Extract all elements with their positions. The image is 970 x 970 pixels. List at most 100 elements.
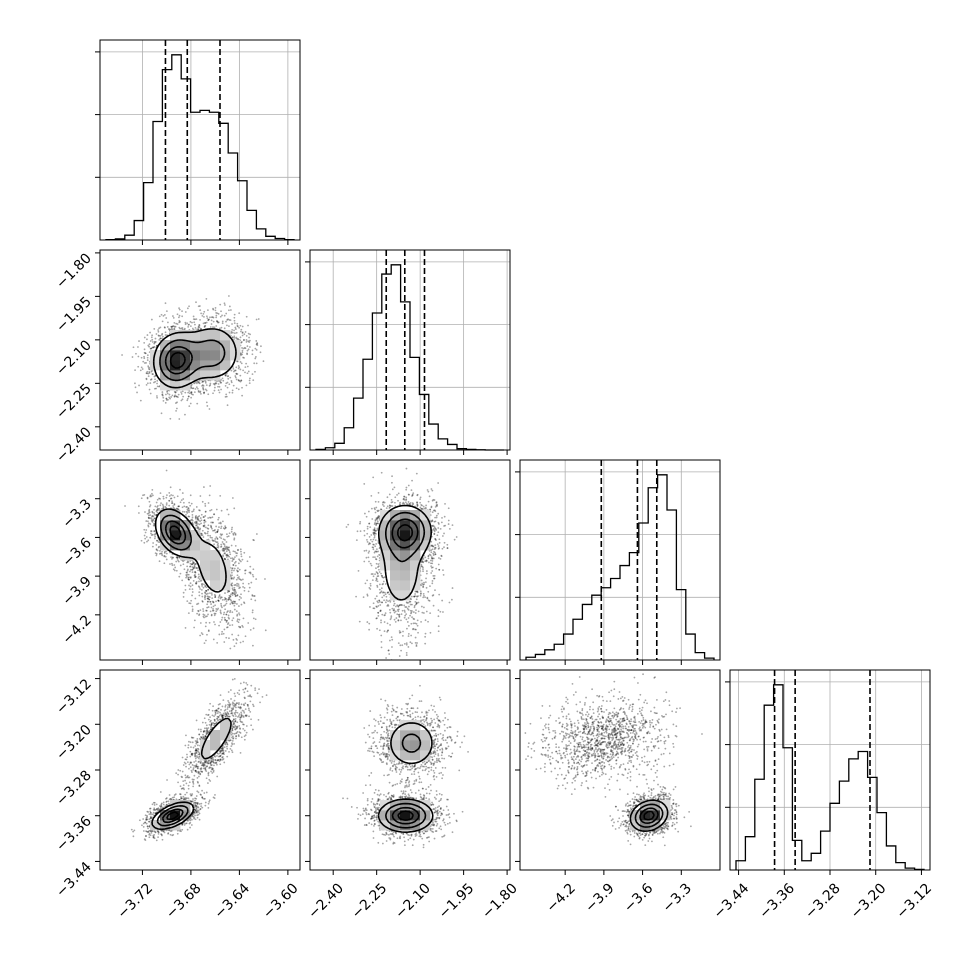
sample-point	[179, 564, 182, 567]
sample-point	[450, 755, 453, 758]
sample-point	[430, 566, 433, 569]
sample-point	[140, 366, 143, 369]
sample-point	[375, 562, 378, 565]
sample-point	[185, 797, 187, 800]
sample-point	[179, 785, 182, 788]
contour-line	[156, 805, 189, 827]
sample-point	[426, 489, 429, 491]
sample-point	[430, 540, 433, 543]
sample-point	[392, 708, 395, 711]
sample-point	[373, 543, 375, 546]
sample-point	[173, 564, 176, 566]
sample-point	[168, 328, 171, 331]
sample-point	[210, 603, 212, 605]
sample-point	[198, 594, 201, 597]
density-cell	[150, 820, 161, 831]
sample-point	[226, 619, 228, 622]
sample-point	[187, 573, 190, 576]
sample-point	[228, 319, 231, 321]
density-cell	[410, 570, 421, 581]
sample-point	[158, 552, 161, 555]
sample-point	[228, 546, 230, 549]
sample-point	[376, 529, 379, 531]
sample-point	[406, 766, 409, 768]
sample-point	[232, 367, 235, 370]
sample-point	[244, 708, 247, 710]
sample-point	[381, 503, 384, 506]
sample-point	[160, 803, 163, 806]
sample-point	[152, 346, 154, 349]
sample-point	[376, 586, 379, 588]
sample-point	[372, 814, 375, 817]
sample-point	[241, 578, 244, 581]
sample-point	[413, 780, 416, 782]
sample-point	[250, 684, 253, 687]
sample-point	[221, 598, 224, 601]
sample-point	[225, 556, 228, 558]
sample-point	[170, 829, 173, 832]
sample-point	[428, 599, 431, 602]
sample-point	[255, 533, 258, 535]
sample-point	[424, 596, 426, 599]
sample-point	[430, 704, 433, 707]
sample-point	[227, 610, 229, 612]
sample-point	[620, 764, 622, 766]
sample-point	[144, 821, 147, 824]
sample-point	[201, 583, 203, 586]
sample-point	[203, 737, 206, 740]
sample-point	[194, 516, 197, 518]
sample-point	[174, 394, 177, 397]
sample-point	[434, 516, 436, 519]
sample-point	[357, 813, 360, 816]
sample-point	[186, 828, 189, 831]
sample-point	[205, 791, 208, 794]
sample-point	[422, 787, 424, 790]
sample-point	[191, 568, 194, 571]
sample-point	[202, 312, 205, 315]
sample-point	[264, 629, 267, 632]
sample-point	[409, 600, 412, 603]
sample-point	[425, 610, 428, 613]
sample-point	[415, 834, 418, 836]
sample-point	[611, 734, 614, 736]
sample-point	[375, 506, 378, 509]
sample-point	[416, 707, 419, 710]
sample-point	[377, 798, 380, 801]
sample-point	[400, 768, 403, 771]
sample-point	[190, 391, 193, 394]
sample-point	[657, 798, 660, 801]
sample-point	[145, 834, 147, 837]
sample-point	[411, 479, 413, 482]
sample-point	[221, 520, 224, 523]
sample-point	[211, 758, 214, 761]
sample-point	[433, 808, 435, 810]
sample-point	[176, 495, 179, 498]
sample-point	[231, 720, 234, 722]
sample-point	[625, 703, 628, 705]
sample-point	[372, 731, 375, 734]
sample-point	[170, 327, 173, 330]
sample-point	[401, 762, 404, 765]
density-cell	[160, 360, 171, 371]
sample-point	[221, 717, 224, 719]
sample-point	[422, 832, 425, 835]
sample-point	[137, 365, 140, 368]
sample-point	[427, 590, 430, 593]
sample-point	[233, 567, 236, 570]
sample-point	[191, 737, 194, 739]
sample-point	[214, 596, 217, 598]
sample-point	[232, 726, 235, 729]
sample-point	[634, 737, 637, 739]
sample-point	[238, 613, 241, 616]
sample-point	[239, 716, 242, 719]
sample-point	[561, 710, 563, 713]
sample-point	[145, 818, 147, 821]
sample-point	[407, 793, 410, 796]
sample-point	[204, 615, 207, 618]
sample-point	[222, 547, 225, 550]
sample-point	[232, 721, 235, 724]
sample-point	[202, 610, 205, 613]
sample-point	[207, 534, 209, 537]
sample-point	[213, 797, 216, 799]
sample-point	[390, 636, 393, 639]
